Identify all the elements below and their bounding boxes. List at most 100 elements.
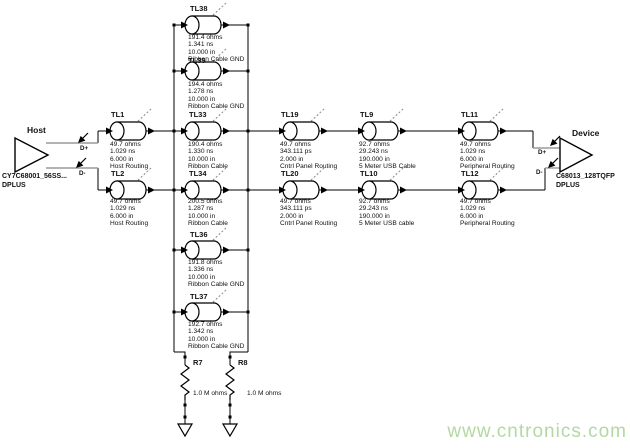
device-label: Device (572, 128, 600, 138)
tl20-net: Cntrl Panel Routing (280, 220, 338, 228)
tl37-length: 10.000 in (188, 335, 216, 343)
host-part-block: CY7C68001_56SS... DPLUS (2, 173, 67, 190)
tl35-params: 194.4 ohms 1.278 ns 10.000 in Ribbon Cab… (188, 81, 244, 111)
tl9-impedance: 92.7 ohms (359, 141, 390, 148)
tl20-delay: 343.111 ps (280, 205, 312, 213)
tl34-net: Ribbon Cable (188, 220, 228, 228)
device-net-name: DPLUS (556, 181, 580, 189)
r8-label: R8 (238, 358, 248, 367)
tl9-params: 92.7 ohms 29.243 ns 190.000 in 5 Meter U… (359, 141, 416, 171)
tl2-length: 6.000 in (110, 212, 134, 220)
tl10-net: 5 Meter USB cable (359, 220, 415, 228)
tl11-length: 6.000 in (460, 155, 484, 163)
tl20-impedance: 49.7 ohms (280, 198, 311, 205)
tl19-params: 49.7 ohms 343.111 ps 2.000 in Cntrl Pane… (280, 141, 337, 171)
tl33-length: 10.000 in (188, 155, 216, 163)
tl10-delay: 29.243 ns (359, 205, 388, 213)
watermark-text: www.cntronics.com (447, 421, 627, 442)
tl12-length: 6.000 in (460, 212, 484, 220)
tl37-impedance: 192.7 ohms (188, 321, 223, 328)
r7-stem-wire (174, 351, 186, 365)
probe-arrows (76, 132, 561, 168)
tl34-delay: 1.287 ns (188, 205, 214, 213)
tl20-label: TL20 (281, 169, 299, 178)
tl20-params: 49.7 ohms 343.111 ps 2.000 in Cntrl Pane… (280, 198, 337, 228)
tl2-net: Host Routing (110, 220, 149, 228)
r8-value: 1.0 M ohms (247, 390, 282, 397)
probe-arrow-icon (548, 157, 559, 168)
tl12-net: Peripheral Routing (460, 220, 515, 228)
tl12-params: 49.7 ohms 1.029 ns 6.000 in Peripheral R… (460, 198, 515, 228)
device-part-block: C68013_128TQFP DPLUS (556, 173, 615, 190)
tl10-params: 92.7 ohms 29.243 ns 190.000 in 5 Meter U… (359, 198, 414, 228)
tl35-delay: 1.278 ns (188, 88, 214, 96)
host-net-name: DPLUS (2, 181, 26, 189)
tl36-length: 10.000 in (188, 273, 216, 281)
tl11-net: Peripheral Routing (460, 163, 515, 171)
junction-dots (172, 23, 250, 419)
tl38-delay: 1.341 ns (188, 41, 214, 49)
tl38-label: TL38 (190, 4, 208, 13)
highlighted-net (46, 142, 560, 169)
tl37-net: Ribbon Cable GND (188, 343, 245, 351)
tl1-net: Host Routing (110, 163, 149, 171)
tl2-impedance: 49.7 ohms (110, 198, 141, 205)
tl36-net: Ribbon Cable GND (188, 281, 245, 289)
probe-arrow-icon (78, 132, 89, 143)
tl1-length: 6.000 in (110, 155, 134, 163)
tl38-length: 10.000 in (188, 48, 216, 56)
transmission-line-cylinder-icon (358, 167, 407, 200)
tl2-params: 49.7 ohms 1.029 ns 6.000 in Host Routing (110, 198, 148, 228)
transmission-line-cylinder-icon (181, 167, 230, 200)
transmission-line-cylinder-icon (458, 167, 507, 200)
tl38-net: Ribbon Cable GND (188, 56, 245, 64)
tl11-label: TL11 (461, 110, 479, 119)
tl37-label: TL37 (190, 292, 208, 301)
probe-arrow-icon (76, 157, 87, 168)
tl11-impedance: 49.7 ohms (460, 141, 491, 148)
device-dplus-pin-label: D+ (538, 149, 547, 156)
tl10-label: TL10 (360, 169, 378, 178)
host-part-number: CY7C68001_56SS... (2, 173, 67, 180)
tl19-impedance: 49.7 ohms (280, 141, 311, 148)
tl1-delay: 1.029 ns (110, 148, 136, 156)
tl33-delay: 1.330 ns (188, 148, 214, 156)
tl36-params: 191.8 ohms 1.336 ns 10.000 in Ribbon Cab… (188, 259, 244, 289)
transmission-line-cylinder-icon (106, 167, 155, 200)
r7-value: 1.0 M ohms (193, 390, 228, 397)
tl33-params: 190.4 ohms 1.330 ns 10.000 in Ribbon Cab… (188, 141, 228, 171)
tl20-length: 2.000 in (280, 212, 304, 220)
tl37-params: 192.7 ohms 1.342 ns 10.000 in Ribbon Cab… (188, 321, 244, 351)
r7-label: R7 (193, 358, 203, 367)
tl19-net: Cntrl Panel Routing (280, 163, 338, 171)
tl36-delay: 1.336 ns (188, 266, 214, 274)
tl11-params: 49.7 ohms 1.029 ns 6.000 in Peripheral R… (460, 141, 515, 171)
tl12-impedance: 49.7 ohms (460, 198, 491, 205)
transmission-line-cylinder-icon (181, 2, 230, 35)
transmission-line-cylinder-icon (279, 108, 328, 141)
tl9-label: TL9 (360, 110, 374, 119)
device-dminus-pin-label: D- (536, 169, 543, 176)
tl36-label: TL36 (190, 230, 208, 239)
tl19-delay: 343.111 ps (280, 148, 312, 156)
transmission-line-symbols (106, 2, 507, 322)
tl12-label: TL12 (461, 169, 479, 178)
tl10-length: 190.000 in (359, 212, 390, 220)
tl35-net: Ribbon Cable GND (188, 103, 245, 111)
transmission-line-cylinder-icon (279, 167, 328, 200)
tl34-length: 10.000 in (188, 212, 216, 220)
resistor-r7-icon (180, 364, 190, 400)
transmission-line-cylinder-icon (181, 108, 230, 141)
tl10-impedance: 92.7 ohms (359, 198, 390, 205)
transmission-line-cylinder-icon (181, 289, 230, 322)
tl35-label: TL35 (188, 56, 206, 65)
ground-icon (176, 423, 194, 438)
tl36-impedance: 191.8 ohms (188, 259, 223, 266)
tl9-net: 5 Meter USB Cable (359, 163, 416, 171)
transmission-line-cylinder-icon (181, 48, 230, 81)
tl35-length: 10.000 in (188, 95, 216, 103)
tl1-params: 49.7 ohms 1.029 ns 6.000 in Host Routing (110, 141, 148, 171)
host-dplus-pin-label: D+ (80, 145, 89, 152)
transmission-line-cylinder-icon (106, 108, 155, 141)
